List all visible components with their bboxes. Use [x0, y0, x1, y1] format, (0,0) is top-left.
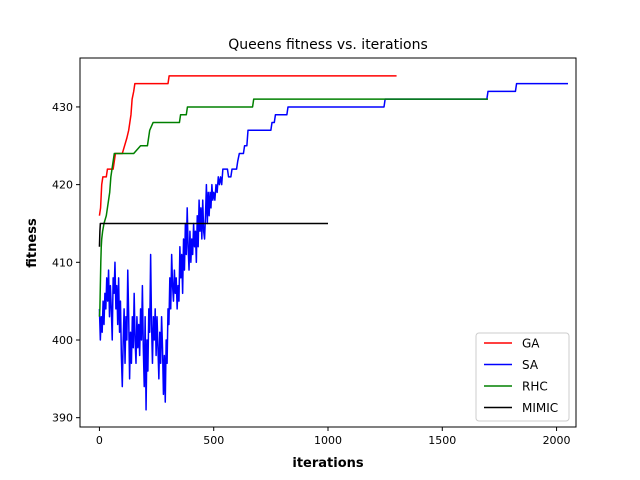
- series-line-sa: [98, 82, 568, 411]
- legend: GA SA RHC MIMIC: [475, 332, 570, 422]
- y-tick-label: 390: [52, 412, 73, 425]
- legend-label-sa: SA: [522, 358, 539, 372]
- y-tick-label: 400: [52, 334, 73, 347]
- x-tick-label: 1000: [314, 434, 342, 447]
- series-line-rhc: [98, 98, 488, 317]
- legend-label-mimic: MIMIC: [522, 401, 558, 415]
- y-axis: 390 400 410 420 430: [52, 101, 80, 425]
- y-tick-label: 420: [52, 179, 73, 192]
- legend-label-ga: GA: [522, 337, 540, 351]
- legend-box: [475, 332, 570, 422]
- series-layer: [98, 75, 568, 411]
- x-axis: 0 500 1000 1500 2000: [96, 427, 571, 447]
- x-tick-label: 2000: [543, 434, 571, 447]
- x-tick-label: 0: [96, 434, 103, 447]
- x-tick-label: 500: [203, 434, 224, 447]
- legend-label-rhc: RHC: [522, 380, 548, 394]
- y-tick-label: 430: [52, 101, 73, 114]
- series-line-mimic: [98, 222, 328, 247]
- y-tick-label: 410: [52, 256, 73, 269]
- chart-title: Queens fitness vs. iterations: [228, 37, 428, 53]
- x-tick-label: 1500: [428, 434, 456, 447]
- y-axis-label: fitness: [25, 218, 40, 268]
- series-line-ga: [98, 75, 397, 216]
- x-axis-label: iterations: [292, 456, 364, 471]
